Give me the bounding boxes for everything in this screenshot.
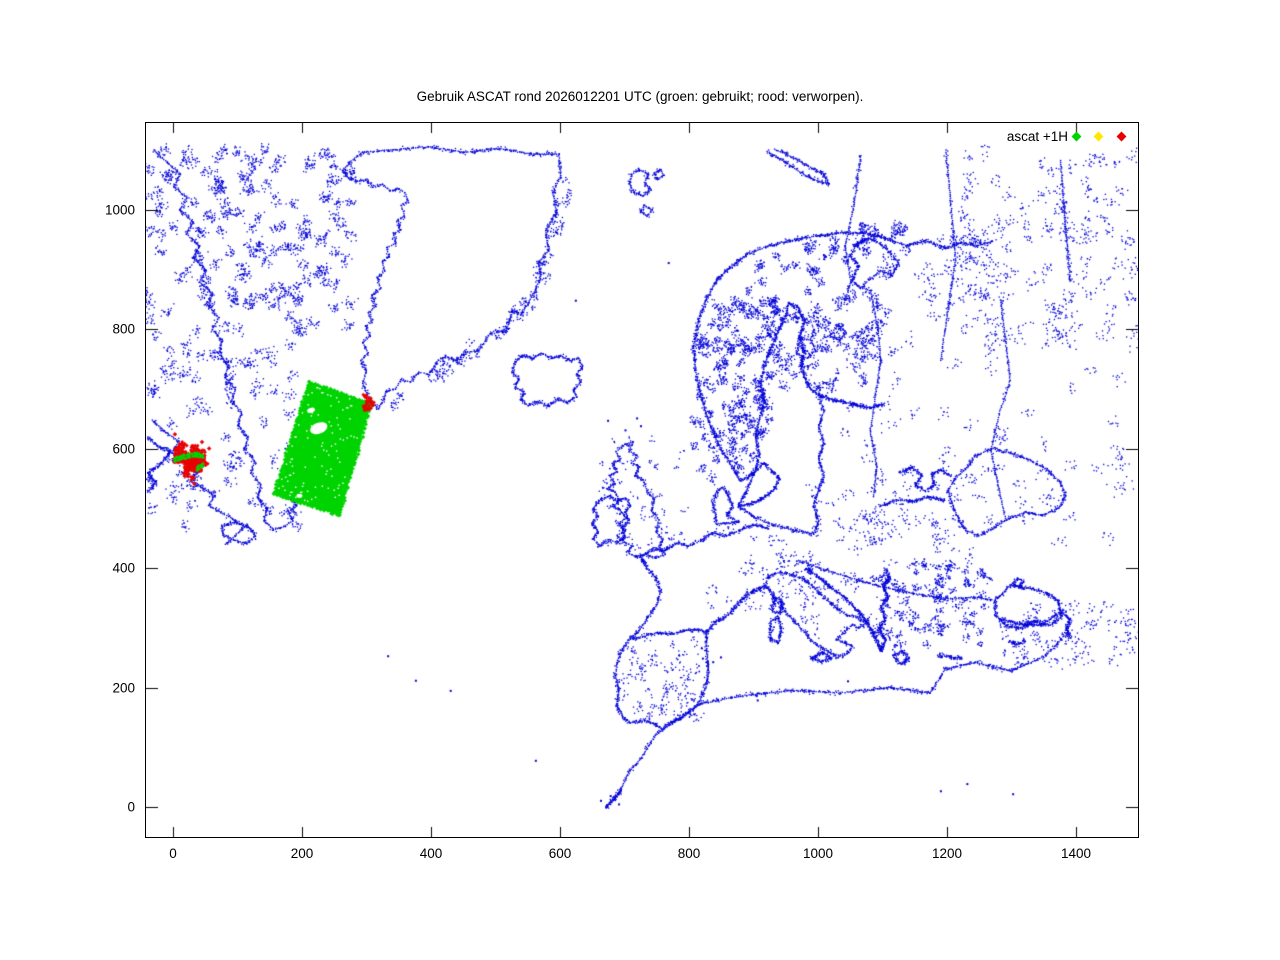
x-tick-label: 1200: [931, 846, 963, 861]
plot-frame: [145, 122, 1139, 838]
y-tick-label: 600: [112, 441, 135, 456]
x-tick-label: 0: [169, 846, 177, 861]
page-title: Gebruik ASCAT rond 2026012201 UTC (groen…: [416, 89, 864, 104]
y-tick-label: 1000: [104, 202, 135, 217]
x-tick-label: 200: [290, 846, 314, 861]
x-tick-label: 600: [548, 846, 572, 861]
x-tick-label: 400: [419, 846, 443, 861]
x-tick-label: 1400: [1060, 846, 1092, 861]
legend-label: ascat +1H: [1006, 129, 1068, 144]
y-tick-label: 800: [112, 321, 135, 337]
x-tick-label: 800: [677, 846, 701, 861]
x-tick-label: 1000: [802, 846, 834, 861]
y-tick-label: 200: [112, 680, 135, 695]
map-canvas: [146, 123, 1138, 837]
y-tick-label: 0: [127, 799, 135, 815]
y-tick-label: 400: [112, 560, 135, 576]
